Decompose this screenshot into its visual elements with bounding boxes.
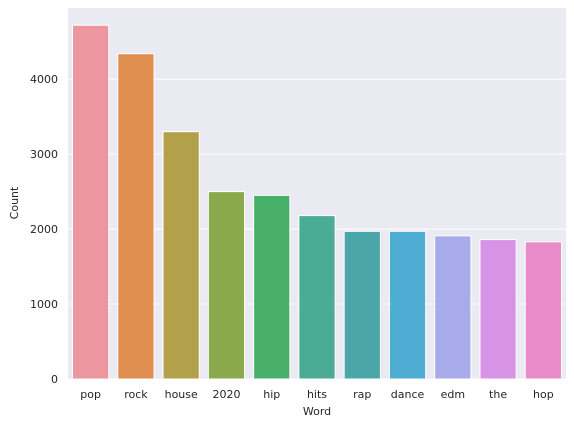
bar-rock [118, 54, 154, 379]
bar-hits [299, 216, 335, 379]
y-axis-label: Count [8, 186, 21, 219]
y-tick-labels: 0 1000 2000 3000 4000 [30, 73, 58, 386]
y-tick-label: 2000 [30, 223, 58, 236]
y-tick-label: 4000 [30, 73, 58, 86]
x-tick-label: the [489, 388, 507, 401]
bar-edm [435, 236, 471, 379]
bar-hop [525, 242, 561, 379]
bar-the [480, 240, 516, 379]
x-tick-label: edm [441, 388, 465, 401]
x-tick-label: hip [263, 388, 280, 401]
x-tick-labels: pop rock house 2020 hip hits rap dance edm the hop [80, 388, 553, 401]
x-tick-label: hop [533, 388, 554, 401]
x-axis-label: Word [303, 405, 331, 418]
bar-pop [73, 25, 109, 379]
x-tick-label: house [165, 388, 198, 401]
bar-2020 [208, 192, 244, 379]
x-tick-label: rock [124, 388, 148, 401]
bar-house [163, 132, 199, 379]
x-tick-label: rap [353, 388, 371, 401]
x-tick-label: dance [391, 388, 425, 401]
x-tick-label: hits [307, 388, 327, 401]
x-tick-label: pop [80, 388, 101, 401]
x-tick-label: 2020 [212, 388, 240, 401]
bar-rap [344, 231, 380, 379]
bar-hip [254, 195, 290, 379]
y-tick-label: 3000 [30, 148, 58, 161]
y-tick-label: 1000 [30, 298, 58, 311]
bar-dance [389, 231, 425, 379]
y-tick-label: 0 [51, 373, 58, 386]
